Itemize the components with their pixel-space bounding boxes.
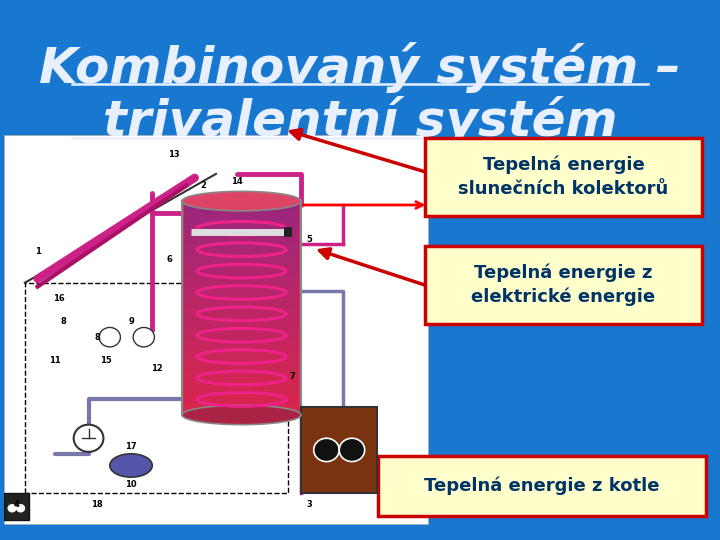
Circle shape xyxy=(99,327,120,347)
Text: 7: 7 xyxy=(289,372,295,381)
Bar xyxy=(184,287,299,298)
Circle shape xyxy=(73,424,104,452)
Text: 12: 12 xyxy=(150,364,163,373)
Circle shape xyxy=(17,504,24,512)
Text: 16: 16 xyxy=(53,294,65,303)
Text: Tepelná energie z
elektrické energie: Tepelná energie z elektrické energie xyxy=(472,264,655,306)
Text: Tepelná energie
slunečních kolektorů: Tepelná energie slunečních kolektorů xyxy=(458,156,669,198)
Text: 5: 5 xyxy=(307,235,312,245)
Circle shape xyxy=(8,504,17,512)
Bar xyxy=(184,233,299,244)
FancyBboxPatch shape xyxy=(425,138,702,216)
Text: 14: 14 xyxy=(231,177,243,186)
Text: trivalentní systém: trivalentní systém xyxy=(103,97,617,146)
Text: 17: 17 xyxy=(125,442,137,450)
Text: 15: 15 xyxy=(99,356,112,365)
Text: 8: 8 xyxy=(94,333,100,342)
Bar xyxy=(184,394,299,404)
Text: 18: 18 xyxy=(91,500,103,509)
Circle shape xyxy=(339,438,364,462)
Text: 6: 6 xyxy=(166,255,172,264)
Bar xyxy=(182,201,301,415)
Bar xyxy=(184,212,299,222)
Text: 11: 11 xyxy=(49,356,60,365)
Bar xyxy=(184,361,299,372)
Text: 3: 3 xyxy=(307,500,312,509)
Text: 13: 13 xyxy=(168,150,179,159)
Bar xyxy=(4,135,428,524)
FancyBboxPatch shape xyxy=(425,246,702,324)
Text: 2: 2 xyxy=(200,181,206,190)
Text: 10: 10 xyxy=(125,481,137,489)
Circle shape xyxy=(314,438,339,462)
Bar xyxy=(184,276,299,287)
Bar xyxy=(184,265,299,276)
Bar xyxy=(184,383,299,394)
Bar xyxy=(184,340,299,351)
Text: 8: 8 xyxy=(60,317,66,326)
Text: 4: 4 xyxy=(14,500,19,509)
Bar xyxy=(184,319,299,329)
Bar xyxy=(184,329,299,340)
Bar xyxy=(184,298,299,308)
Bar xyxy=(184,372,299,383)
Text: 9: 9 xyxy=(128,317,134,326)
Ellipse shape xyxy=(182,191,301,211)
Bar xyxy=(184,254,299,265)
Bar xyxy=(301,407,377,492)
Bar xyxy=(4,492,29,520)
Bar xyxy=(184,308,299,319)
Ellipse shape xyxy=(109,454,152,477)
Bar xyxy=(184,404,299,415)
Bar xyxy=(184,351,299,361)
Circle shape xyxy=(133,327,154,347)
Bar xyxy=(184,201,299,212)
Bar xyxy=(184,244,299,254)
FancyBboxPatch shape xyxy=(378,456,706,516)
Text: Tepelná energie z kotle: Tepelná energie z kotle xyxy=(424,477,660,495)
Text: Kombinovaný systém –: Kombinovaný systém – xyxy=(39,42,681,93)
Ellipse shape xyxy=(182,405,301,424)
Text: 1: 1 xyxy=(35,247,40,256)
Bar xyxy=(184,222,299,233)
